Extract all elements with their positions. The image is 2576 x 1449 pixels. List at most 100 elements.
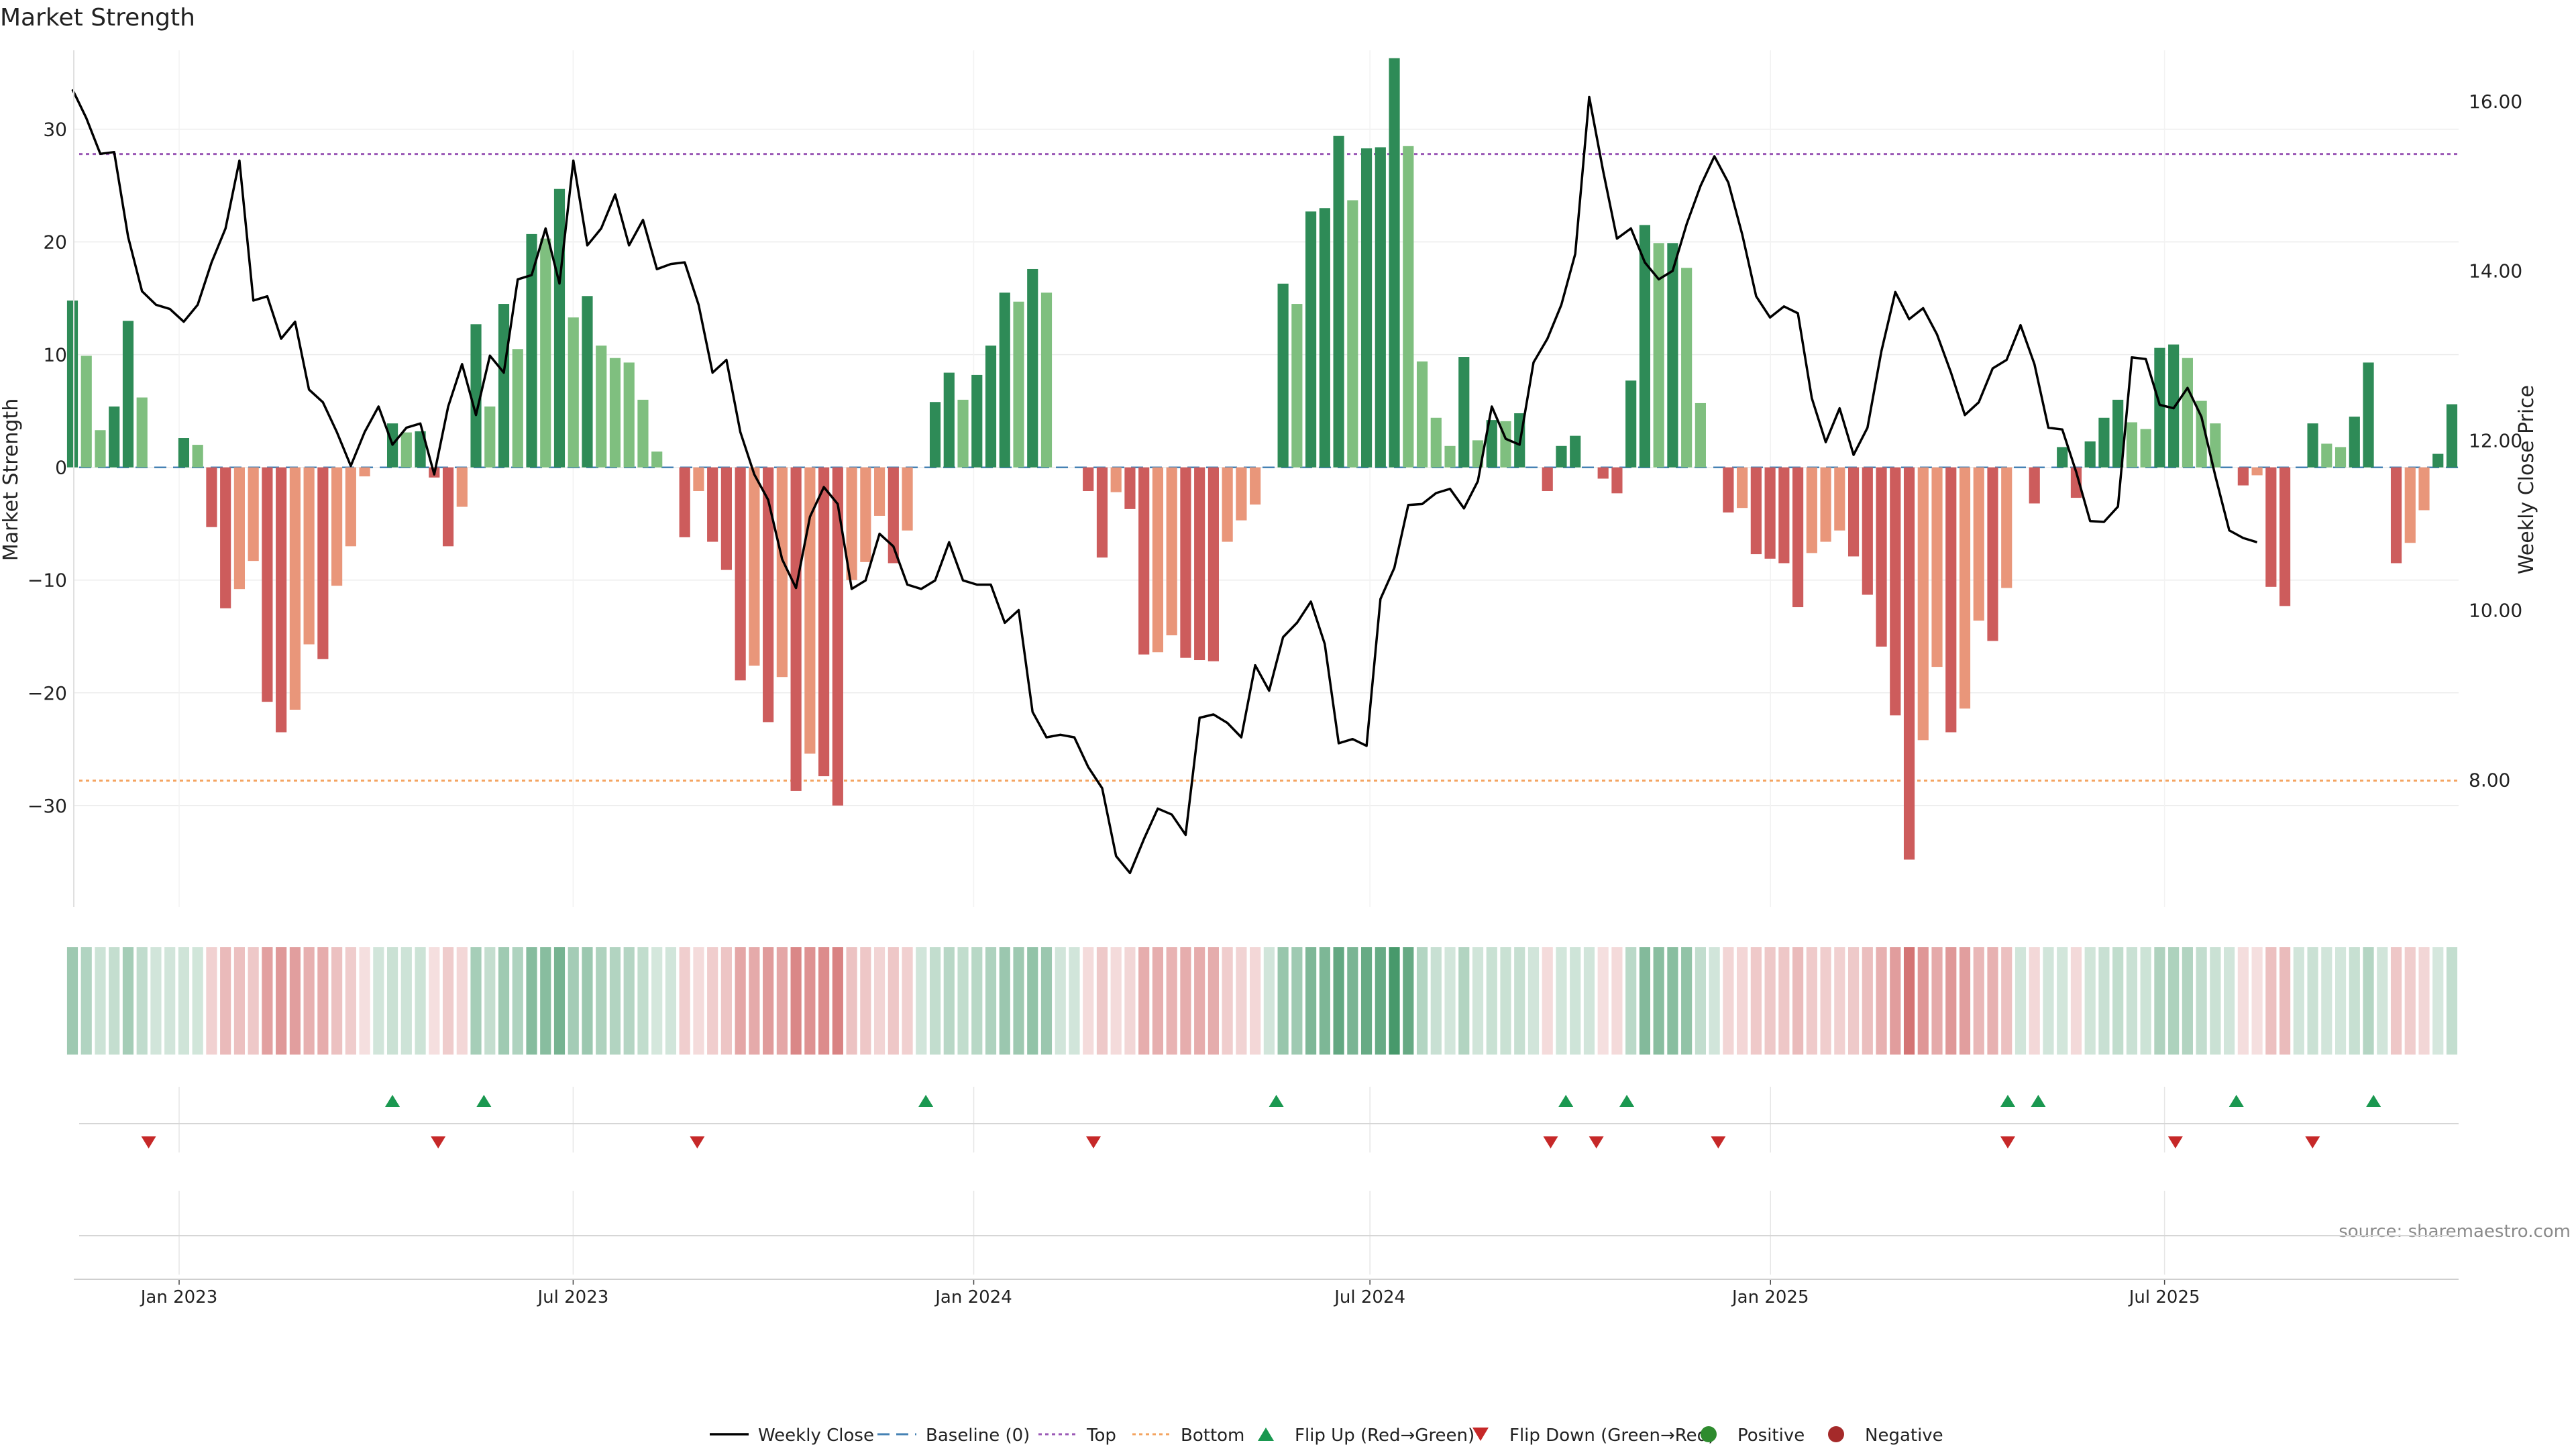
bar-positive [2126, 422, 2138, 468]
bar-positive [651, 451, 663, 468]
bar-negative [818, 467, 830, 777]
heat-cell [1486, 947, 1497, 1055]
bar-negative [1542, 467, 1553, 491]
bar-negative [2390, 467, 2402, 564]
heat-cell [415, 947, 426, 1055]
bar-positive [1291, 304, 1303, 468]
heat-cell [526, 947, 537, 1055]
legend-item: Flip Down (Green→Red) [1472, 1426, 1715, 1446]
heat-cell [1152, 947, 1164, 1055]
heat-cell [582, 947, 593, 1055]
bar-negative [1778, 467, 1790, 564]
bar-positive [1305, 211, 1317, 468]
bar-negative [860, 467, 871, 562]
heat-cell [2154, 947, 2165, 1055]
heat-cell [1333, 947, 1344, 1055]
heat-cell [1611, 947, 1623, 1055]
heat-cell [456, 947, 468, 1055]
legend-item: Baseline (0) [877, 1426, 1030, 1446]
bar-negative [2070, 467, 2082, 498]
y2-tick-label: 12.00 [2469, 430, 2522, 452]
bar-negative [1138, 467, 1150, 655]
bar-negative [804, 467, 816, 754]
heat-cell [1987, 947, 1998, 1055]
y-tick-label: 0 [55, 457, 67, 479]
bar-positive [2057, 447, 2068, 468]
heat-cell [568, 947, 579, 1055]
legend-item: Positive [1701, 1426, 1805, 1446]
heat-cell [776, 947, 788, 1055]
bar-positive [1486, 420, 1497, 468]
heat-cell [2334, 947, 2347, 1055]
heat-cell [553, 947, 566, 1055]
heat-cell [498, 947, 510, 1055]
heat-cell [206, 947, 217, 1055]
bar-positive [498, 304, 510, 468]
bar-negative [1222, 467, 1233, 542]
heat-cell [818, 947, 830, 1055]
heat-cell [386, 947, 398, 1055]
flip-down-marker [431, 1136, 446, 1148]
bar-negative [1945, 467, 1957, 733]
bar-positive [999, 292, 1010, 468]
flip-up-marker [2366, 1095, 2381, 1107]
bar-positive [1319, 208, 1330, 468]
bar-positive [1458, 357, 1470, 468]
bar-negative [248, 467, 259, 561]
heat-cell [2015, 947, 2027, 1055]
bar-negative [206, 467, 217, 527]
bar-positive [2432, 453, 2444, 468]
bar-negative [233, 467, 246, 590]
bar-negative [2251, 467, 2263, 476]
bar-positive [1653, 243, 1664, 468]
heat-cell [2084, 947, 2096, 1055]
heat-cell [804, 947, 816, 1055]
bar-positive [2321, 443, 2332, 468]
heat-cell [1847, 947, 1860, 1055]
heat-cell [860, 947, 871, 1055]
weekly-close-line [71, 89, 2258, 875]
x-tick-label: Jul 2025 [2128, 1287, 2200, 1307]
heat-cell [1166, 947, 1177, 1055]
bar-negative [790, 467, 802, 791]
bar-positive [582, 296, 593, 468]
bar-negative [679, 467, 690, 537]
bar-negative [276, 467, 287, 733]
bar-negative [303, 467, 315, 645]
heat-cell [1959, 947, 1971, 1055]
bar-positive [1625, 380, 1637, 468]
heat-cell [317, 947, 329, 1055]
bar-negative [1806, 467, 1817, 553]
heat-cell [1124, 947, 1136, 1055]
bar-positive [415, 431, 426, 468]
bar-positive [2196, 400, 2207, 468]
bar-negative [1250, 467, 1261, 505]
bar-positive [1430, 417, 1442, 468]
source-note: source: sharemaestro.com [2339, 1222, 2571, 1242]
heat-cell [623, 947, 635, 1055]
heat-cell [1695, 947, 1706, 1055]
bar-positive [400, 432, 412, 468]
legend-label: Flip Down (Green→Red) [1509, 1426, 1715, 1446]
bar-negative [1834, 467, 1845, 531]
heat-cell [1236, 947, 1247, 1055]
bar-negative [220, 467, 231, 608]
bar-negative [331, 467, 343, 586]
heat-cell [873, 947, 885, 1055]
bar-negative [1931, 467, 1943, 667]
bar-positive [2349, 417, 2360, 468]
heat-cell [651, 947, 663, 1055]
bar-positive [1027, 268, 1038, 468]
heat-cell [1500, 947, 1511, 1055]
heat-cell [2029, 947, 2040, 1055]
heat-cell [1792, 947, 1804, 1055]
heat-cell [929, 947, 941, 1055]
bar-negative [1180, 467, 1191, 658]
heat-cell [1083, 947, 1094, 1055]
bar-positive [2182, 358, 2193, 468]
heat-cell [1917, 947, 1929, 1055]
y2-tick-label: 8.00 [2469, 769, 2510, 791]
heat-cell [999, 947, 1010, 1055]
heat-cell [2237, 947, 2249, 1055]
heat-cell [720, 947, 732, 1055]
